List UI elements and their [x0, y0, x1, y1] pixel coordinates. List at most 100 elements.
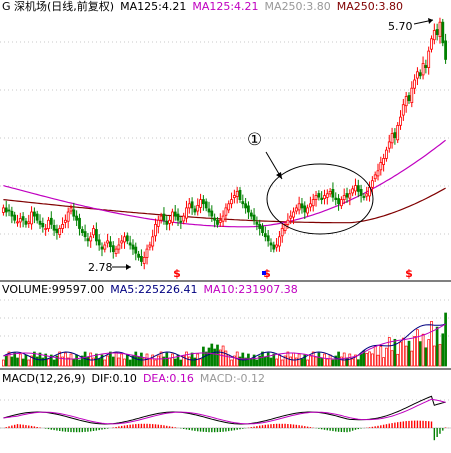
volume-bar [416, 329, 419, 367]
candles [2, 17, 448, 270]
volume-bar [441, 333, 445, 367]
candle [210, 205, 214, 222]
candle [49, 211, 53, 229]
volume-bar [261, 351, 264, 367]
volume-ma10: MA10:231907.38 [203, 283, 298, 296]
candle-body [193, 208, 197, 213]
candle [339, 196, 343, 210]
candle-body [303, 205, 307, 213]
candle [33, 207, 36, 224]
candle-body [30, 211, 34, 225]
candle [294, 204, 298, 215]
candle-body [283, 223, 287, 231]
volume-bar [103, 359, 107, 367]
volume-bar [328, 354, 332, 367]
candle-body [21, 216, 25, 221]
volume-bar [80, 355, 84, 367]
candle-body [339, 199, 343, 207]
dividend-marker: $ [405, 267, 413, 280]
candle-body [106, 240, 109, 244]
candle [2, 204, 5, 216]
candle [280, 223, 284, 243]
volume-bar [368, 351, 371, 367]
volume-bar [179, 359, 183, 367]
volume-bar [4, 355, 8, 367]
candle [351, 185, 355, 197]
volume-bar [24, 354, 28, 367]
volume-bar [97, 358, 101, 367]
candle [86, 232, 90, 247]
candle [18, 212, 22, 228]
volume-bar [156, 355, 160, 367]
volume-bar [269, 357, 273, 367]
circle-one-marker: ① [247, 130, 262, 150]
candle-body [24, 220, 28, 225]
candle-body [4, 207, 8, 213]
volume-bar [162, 356, 166, 367]
candle [103, 241, 107, 253]
candle-body [64, 219, 67, 223]
candle [365, 186, 369, 201]
candle-body [404, 96, 408, 107]
candle [396, 122, 400, 144]
candle-body [255, 221, 259, 225]
candle-body [179, 220, 183, 223]
candle [89, 232, 93, 248]
candle [41, 217, 45, 233]
candle-body [246, 205, 250, 213]
candle [314, 190, 318, 207]
candle [255, 216, 259, 231]
volume-bar [320, 357, 324, 367]
macd-dif-line [3, 395, 446, 425]
candle-body [173, 211, 177, 217]
candle-body [92, 228, 95, 236]
candle [308, 196, 312, 212]
candle [232, 189, 236, 204]
candle [38, 214, 42, 229]
candle-body [370, 180, 374, 188]
chart-title: G 深机场(日线,前复权) [2, 0, 115, 13]
candle [345, 187, 349, 203]
candle [275, 237, 279, 252]
candle [165, 215, 169, 231]
candle-body [69, 207, 73, 212]
candle [320, 191, 324, 205]
candle-body [187, 203, 191, 209]
candle [435, 23, 439, 41]
volume-bar [114, 352, 118, 367]
candle-body [323, 195, 326, 199]
candle-body [47, 219, 50, 230]
candle-body [145, 248, 149, 258]
volume-bar [199, 358, 202, 367]
candle-body [308, 203, 312, 208]
high-arrowhead [428, 18, 433, 24]
candle [418, 69, 422, 80]
volume-bar [154, 359, 157, 367]
ma125-value-b: MA125:4.21 [192, 0, 259, 13]
volume-bar [376, 354, 380, 367]
candle-body [207, 208, 211, 213]
candle [185, 200, 188, 223]
candle [337, 194, 341, 211]
volume-ma5: MA5:225226.41 [110, 283, 198, 296]
candle-body [97, 239, 101, 246]
candle-body [269, 242, 273, 246]
volume-bar [100, 354, 104, 367]
candle [55, 224, 59, 240]
candle [432, 23, 436, 45]
candle [128, 235, 132, 250]
candle-body [342, 195, 346, 200]
candle [370, 176, 374, 195]
candle-body [314, 195, 318, 200]
volume-bar [266, 352, 270, 367]
volume-bar [404, 345, 408, 367]
candle-body [210, 210, 214, 217]
candle [120, 235, 124, 249]
candle [328, 188, 332, 198]
candle-body [390, 133, 394, 144]
candle [117, 237, 121, 254]
candle [331, 182, 335, 202]
volume-bar [131, 355, 135, 367]
candle-body [100, 246, 104, 250]
volume-grid [0, 299, 451, 370]
